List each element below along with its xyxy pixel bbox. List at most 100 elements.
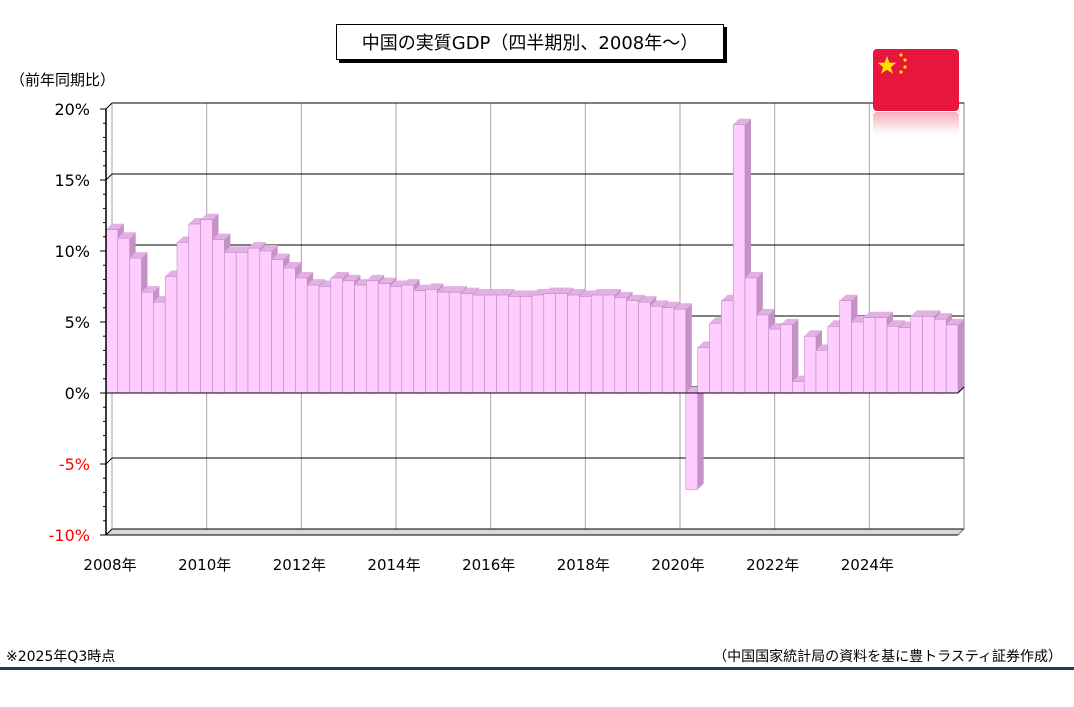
bar-side (958, 318, 964, 393)
bar-face (922, 316, 935, 394)
bar-top (922, 310, 941, 317)
bar-top (910, 310, 929, 317)
bar (945, 318, 964, 394)
bar-face (224, 252, 237, 394)
plot-floor (104, 528, 966, 536)
bar-top (650, 300, 669, 307)
bar-face (484, 294, 497, 394)
x-tick-label: 2010年 (178, 556, 231, 574)
bar-face (413, 290, 426, 394)
bar-face (934, 318, 947, 394)
bar-face (117, 237, 130, 394)
bar-face (898, 327, 911, 394)
y-tick-label: 0% (65, 384, 90, 403)
bar-face (851, 321, 864, 394)
bar (673, 303, 692, 394)
bar-face (792, 381, 805, 394)
bar-top (248, 242, 266, 249)
y-tick-label: 5% (65, 313, 90, 332)
bar-top (449, 286, 467, 293)
bar-top (934, 313, 953, 320)
footnote: ※2025年Q3時点 (6, 649, 116, 665)
x-tick-label: 2012年 (273, 556, 326, 574)
bar-face (638, 301, 651, 394)
bar-face (141, 291, 154, 394)
bar-face (697, 347, 710, 394)
bar-face (129, 257, 142, 394)
bar-face (271, 259, 284, 394)
bar-top (614, 291, 633, 298)
bar-top (390, 280, 408, 287)
bar-face (366, 280, 379, 394)
bar-top (224, 246, 243, 253)
source-note: （中国国家統計局の資料を基に豊トラスティ証券作成） (713, 649, 1062, 665)
bar-top (946, 318, 964, 325)
bar-top (579, 290, 598, 297)
bar-face (389, 286, 403, 394)
bar-top (106, 223, 124, 230)
y-tick-labels: 20% 15% 10% 5% 0% -5% -10% (49, 100, 90, 545)
bar-face (756, 314, 769, 394)
x-tick-label: 2008年 (83, 556, 136, 574)
x-tick-label: 2022年 (746, 556, 799, 574)
bar-face (827, 326, 840, 394)
bar-face (306, 284, 320, 394)
y-tick-label: 10% (54, 242, 90, 261)
bar-face (839, 300, 852, 394)
bar-top (875, 311, 893, 318)
bar-top (307, 279, 325, 286)
bar-top (271, 253, 290, 260)
y-tick-label: -5% (59, 455, 90, 474)
axes (100, 108, 965, 536)
bar-face (508, 296, 521, 394)
bar-face (543, 293, 556, 394)
bar-face (342, 280, 355, 394)
bar-face (815, 350, 829, 394)
bar-face (460, 293, 474, 394)
flag-reflection (873, 112, 959, 134)
bar-top (425, 283, 444, 290)
bar-face (164, 276, 178, 394)
gridline-depth (105, 457, 113, 465)
bar-top (117, 232, 136, 239)
bar-face (614, 297, 627, 394)
bar-side (697, 387, 704, 490)
bar-top (212, 233, 231, 240)
bar-top (532, 289, 550, 296)
bar-top (591, 289, 609, 296)
bar-top (543, 287, 562, 294)
bar-top (401, 279, 420, 286)
bar-face (235, 252, 249, 394)
bar-top (839, 294, 858, 301)
bar-top (496, 289, 515, 296)
bar-top (141, 286, 160, 293)
x-tick-label: 2018年 (557, 556, 610, 574)
bar-top (283, 262, 302, 269)
bar-face (519, 296, 533, 394)
flag-stars (877, 53, 907, 74)
bar-top (437, 286, 456, 293)
bar-top (555, 287, 574, 294)
bar-top (342, 274, 361, 281)
bar-face (602, 294, 616, 394)
gridline-depth (105, 102, 113, 110)
bar-face (567, 294, 580, 394)
bar-face (721, 300, 734, 394)
bar-face (863, 317, 876, 394)
bar-top (674, 303, 692, 310)
bar-face (732, 124, 746, 394)
flag-big-star (877, 56, 897, 74)
bar-side (792, 318, 799, 393)
gridline-depth (105, 173, 113, 181)
bar-face (377, 283, 391, 394)
bar-face (176, 242, 190, 394)
bar-face (590, 294, 604, 394)
bar-face (448, 291, 462, 394)
bar-face (910, 316, 923, 394)
bar-top (520, 290, 538, 297)
bar-top (603, 289, 621, 296)
bar-face (661, 307, 675, 394)
y-tick-label: 15% (54, 171, 90, 190)
bar-top (472, 289, 491, 296)
